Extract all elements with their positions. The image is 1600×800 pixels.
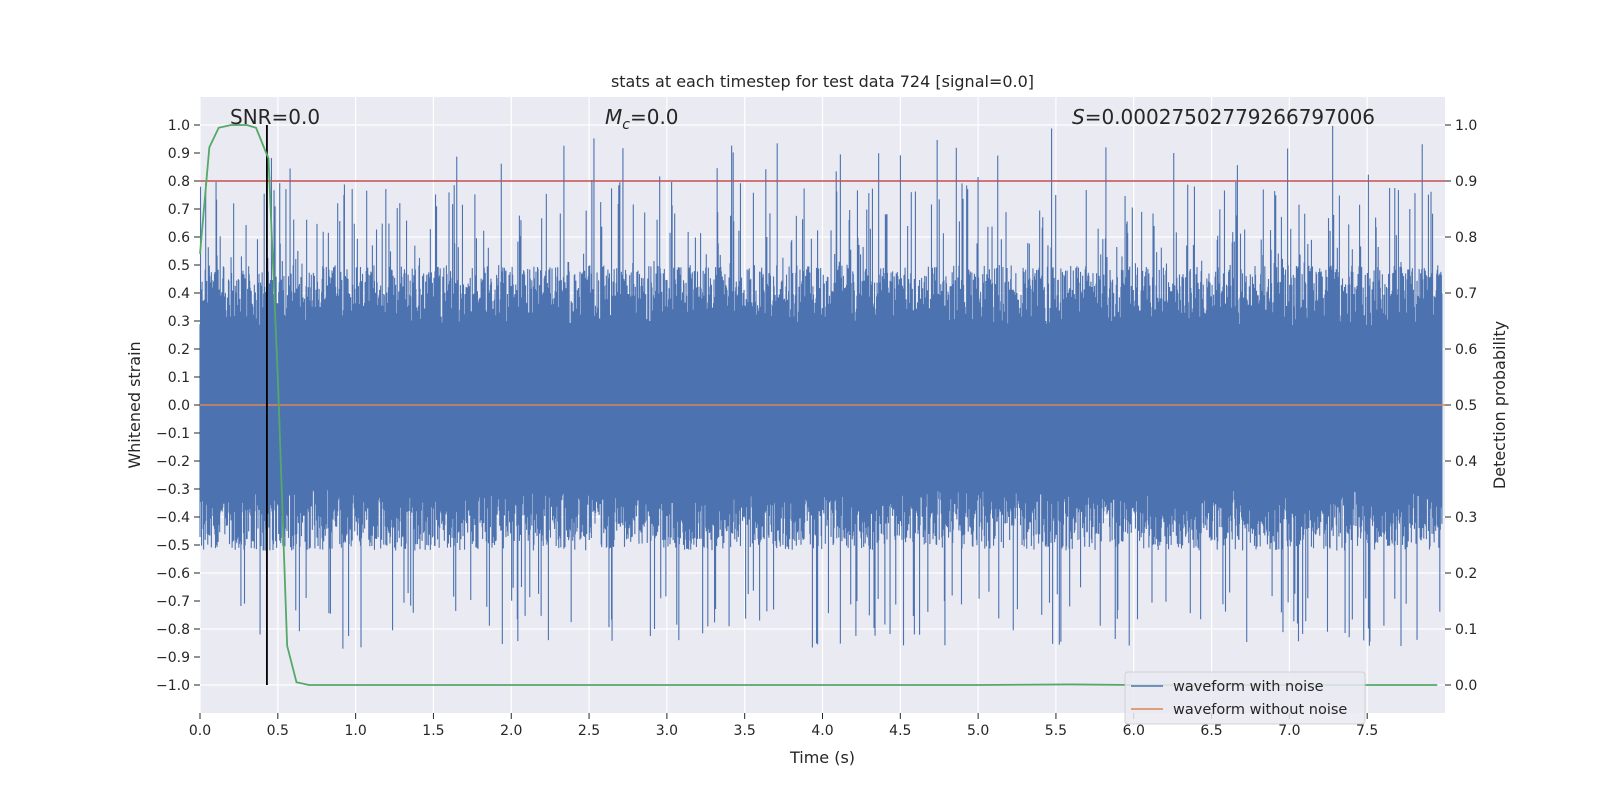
y2-tick-label: 0.1 [1455, 622, 1477, 638]
y-tick-label: 0.4 [168, 286, 190, 302]
y-tick-label: 0.3 [168, 314, 190, 330]
score-annotation: S=0.00027502779266797006 [1072, 105, 1375, 129]
y2-tick-label: 0.3 [1455, 510, 1477, 526]
y-tick-label: 0.8 [168, 174, 190, 190]
legend-entry-without-noise: waveform without noise [1173, 702, 1347, 718]
y-tick-label: −0.1 [156, 426, 190, 442]
y-tick-label: 1.0 [168, 118, 190, 134]
y2-axis-title: Detection probability [1490, 321, 1509, 489]
x-tick-label: 2.0 [500, 723, 522, 739]
y-tick-label: −0.9 [156, 650, 190, 666]
legend-entry-with-noise: waveform with noise [1173, 679, 1324, 695]
y-tick-label: −0.5 [156, 538, 190, 554]
x-tick-label: 7.5 [1356, 723, 1378, 739]
x-tick-label: 3.0 [656, 723, 678, 739]
mc-symbol: M [605, 105, 622, 129]
y2-tick-label: 1.0 [1455, 118, 1477, 134]
y-axis-title: Whitened strain [125, 341, 144, 468]
x-tick-label: 4.5 [889, 723, 911, 739]
y-tick-label: 0.2 [168, 342, 190, 358]
x-tick-label: 1.5 [422, 723, 444, 739]
x-tick-label: 0.0 [189, 723, 211, 739]
detection-probability-line [199, 124, 1438, 686]
y2-tick-label: 0.5 [1455, 398, 1477, 414]
y-tick-label: −1.0 [156, 678, 190, 694]
y2-tick-label: 0.0 [1455, 678, 1477, 694]
y-tick-label: −0.2 [156, 454, 190, 470]
y2-tick-label: 0.7 [1455, 286, 1477, 302]
y-tick-label: −0.8 [156, 622, 190, 638]
right-axis-ticks: 1.0 0.9 0.8 0.7 0.6 0.5 0.4 0.3 0.2 0.1 0.0 [1445, 118, 1477, 694]
s-value: =0.00027502779266797006 [1085, 105, 1375, 129]
y-tick-label: 0.5 [168, 258, 190, 274]
mc-value: =0.0 [630, 105, 679, 129]
y-tick-label: −0.6 [156, 566, 190, 582]
x-tick-label: 6.5 [1200, 723, 1222, 739]
y-tick-label: 0.0 [168, 398, 190, 414]
x-axis-ticks: 0.0 0.5 1.0 1.5 2.0 2.5 3.0 3.5 4.0 4.5 5.0 5.5 6.0 6… [189, 713, 1378, 739]
y-tick-label: 0.9 [168, 146, 190, 162]
snr-annotation: SNR=0.0 [230, 105, 320, 129]
x-tick-label: 6.0 [1123, 723, 1145, 739]
x-tick-label: 1.0 [344, 723, 366, 739]
x-tick-label: 7.0 [1278, 723, 1300, 739]
y2-tick-label: 0.9 [1455, 174, 1477, 190]
overlay-lines [199, 124, 1445, 686]
x-tick-label: 0.5 [267, 723, 289, 739]
y2-tick-label: 0.4 [1455, 454, 1477, 470]
x-tick-label: 5.5 [1045, 723, 1067, 739]
y-tick-label: 0.6 [168, 230, 190, 246]
y-tick-label: 0.1 [168, 370, 190, 386]
y-tick-label: −0.7 [156, 594, 190, 610]
y2-tick-label: 0.2 [1455, 566, 1477, 582]
x-tick-label: 3.5 [734, 723, 756, 739]
y-tick-label: −0.4 [156, 510, 190, 526]
x-tick-label: 2.5 [578, 723, 600, 739]
y-tick-label: 0.7 [168, 202, 190, 218]
legend: waveform with noise waveform without noi… [1124, 671, 1366, 725]
legend-box [1124, 671, 1366, 725]
chart-title: stats at each timestep for test data 724… [611, 72, 1034, 91]
chirp-mass-annotation: Mc=0.0 [605, 105, 679, 133]
y2-tick-label: 0.6 [1455, 342, 1477, 358]
mc-subscript: c [622, 117, 630, 133]
y-tick-label: −0.3 [156, 482, 190, 498]
left-axis-ticks: 1.0 0.9 0.8 0.7 0.6 0.5 0.4 0.3 0.2 0.1 0.0 −0.1 −0.… [156, 118, 200, 694]
y2-tick-label: 0.8 [1455, 230, 1477, 246]
x-tick-label: 5.0 [967, 723, 989, 739]
s-symbol: S [1072, 105, 1085, 129]
x-tick-label: 4.0 [811, 723, 833, 739]
x-axis-title: Time (s) [789, 748, 855, 767]
